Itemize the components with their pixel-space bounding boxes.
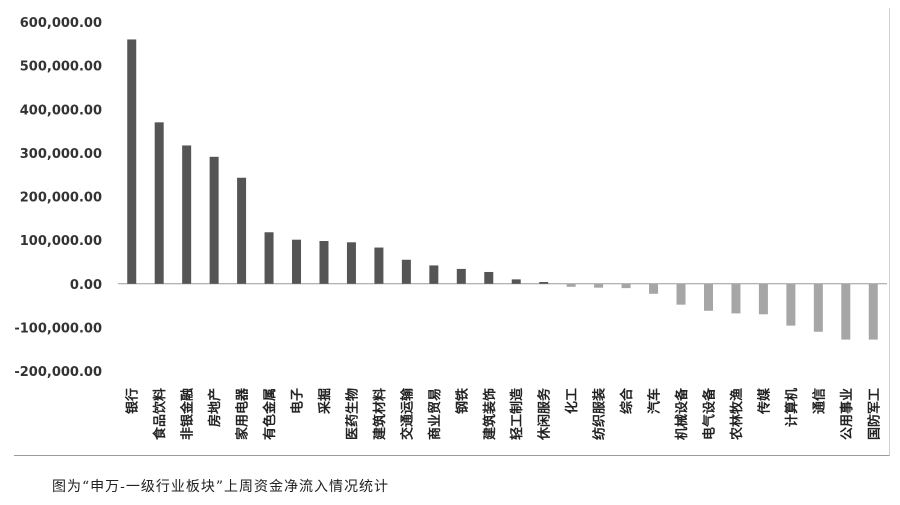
x-tick-label: 化工 xyxy=(564,388,580,414)
x-tick-label: 公用事业 xyxy=(839,388,855,440)
bar xyxy=(264,232,274,284)
bar xyxy=(484,271,494,284)
x-tick-label: 非银金融 xyxy=(180,388,196,440)
figure-caption: 图为“申万-一级行业板块”上周资金净流入情况统计 xyxy=(52,479,390,495)
bar xyxy=(703,283,713,311)
x-tick-label: 交通运输 xyxy=(399,387,415,440)
y-tick-label: 600,000.00 xyxy=(20,16,102,31)
bar xyxy=(511,279,521,284)
x-tick-label: 商业贸易 xyxy=(427,388,443,440)
y-tick-label: -200,000.00 xyxy=(14,365,102,380)
x-tick-label: 机械设备 xyxy=(674,387,690,440)
x-tick-label: 综合 xyxy=(619,387,635,414)
bar xyxy=(621,283,631,289)
bar xyxy=(456,268,466,284)
x-tick-label: 休闲服务 xyxy=(537,387,553,441)
x-tick-label: 银行 xyxy=(125,388,141,414)
y-axis: -200,000.00 -100,000.00 0.00 100,000.00 200,… xyxy=(14,16,102,380)
bar xyxy=(758,283,768,315)
bar xyxy=(566,283,576,287)
x-tick-label: 电气设备 xyxy=(701,387,717,440)
bar xyxy=(154,122,164,284)
bar xyxy=(182,145,192,284)
y-tick-label: 200,000.00 xyxy=(20,191,102,206)
x-tick-label: 传媒 xyxy=(756,387,772,415)
x-tick-label: 有色金属 xyxy=(262,388,278,440)
bar xyxy=(868,283,878,340)
chart-frame: -200,000.00 -100,000.00 0.00 100,000.00 200,… xyxy=(14,8,890,456)
bar xyxy=(676,283,686,305)
x-tick-label: 钢铁 xyxy=(454,388,470,414)
bar xyxy=(841,283,851,340)
x-tick-label: 家用电器 xyxy=(235,387,251,440)
bar xyxy=(429,265,439,284)
x-tick-label: 汽车 xyxy=(647,388,663,414)
x-tick-label: 通信 xyxy=(811,388,827,414)
x-tick-label: 国防军工 xyxy=(866,388,882,440)
bar xyxy=(127,39,137,284)
bar xyxy=(209,156,219,284)
bar xyxy=(539,282,549,284)
bar xyxy=(649,283,659,294)
y-tick-label: 0.00 xyxy=(70,278,102,293)
y-tick-label: -100,000.00 xyxy=(14,321,102,336)
x-tick-label: 电子 xyxy=(290,388,306,414)
bar xyxy=(813,283,823,332)
bar xyxy=(374,247,384,284)
x-axis-labels: 银行 食品饮料 非银金融 房地产 家用电器 有色金属 电子 采掘 医药生物 建筑材料 交通运输 商业贸… xyxy=(125,387,883,441)
x-tick-label: 食品饮料 xyxy=(152,388,168,440)
bar xyxy=(346,242,356,284)
x-tick-label: 农林牧渔 xyxy=(729,388,745,441)
x-tick-label: 计算机 xyxy=(784,388,800,427)
y-tick-label: 300,000.00 xyxy=(20,147,102,162)
x-tick-label: 建筑装饰 xyxy=(482,388,498,440)
bar xyxy=(594,283,604,288)
x-tick-label: 医药生物 xyxy=(344,388,360,440)
bar-chart: -200,000.00 -100,000.00 0.00 100,000.00 200,… xyxy=(14,16,887,441)
bar xyxy=(319,240,329,284)
x-tick-label: 房地产 xyxy=(207,388,223,427)
bars xyxy=(127,39,878,340)
bar xyxy=(292,239,302,284)
y-tick-label: 500,000.00 xyxy=(20,60,102,75)
bar xyxy=(401,259,411,284)
bar xyxy=(786,283,796,326)
x-tick-label: 采掘 xyxy=(317,388,333,415)
y-tick-label: 100,000.00 xyxy=(20,234,102,249)
x-tick-label: 建筑材料 xyxy=(372,388,388,440)
x-tick-label: 纺织服装 xyxy=(592,388,608,440)
x-tick-label: 轻工制造 xyxy=(509,387,525,440)
y-tick-label: 400,000.00 xyxy=(20,103,102,118)
bar xyxy=(237,177,247,284)
bar xyxy=(731,283,741,314)
